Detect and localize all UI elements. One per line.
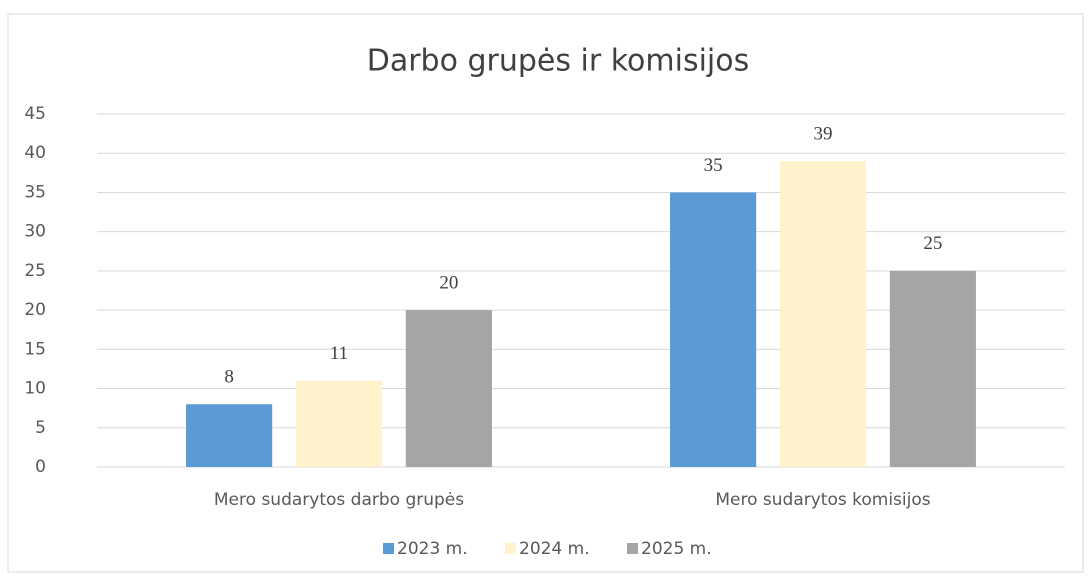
y-tick-label: 0 <box>35 457 46 477</box>
bar <box>779 161 867 468</box>
y-tick-label: 45 <box>24 104 46 124</box>
data-label: 39 <box>814 123 833 144</box>
legend-label: 2024 m. <box>519 539 590 559</box>
legend-label: 2023 m. <box>397 539 468 559</box>
data-label: 11 <box>330 343 348 364</box>
x-tick-label: Mero sudarytos darbo grupės <box>214 490 464 510</box>
legend-label: 2025 m. <box>641 539 712 559</box>
data-label: 35 <box>704 155 723 176</box>
y-tick-label: 30 <box>24 222 46 242</box>
x-tick-label: Mero sudarytos komisijos <box>715 490 930 510</box>
y-tick-label: 15 <box>24 339 46 359</box>
bar <box>186 404 273 467</box>
y-tick-label: 35 <box>24 182 46 202</box>
y-tick-label: 5 <box>35 418 46 438</box>
data-label: 25 <box>923 233 942 254</box>
chart-title: Darbo grupės ir komisijos <box>367 44 750 79</box>
bar <box>670 192 757 467</box>
legend-swatch <box>505 543 516 554</box>
legend-swatch <box>627 543 638 554</box>
bar <box>889 270 976 467</box>
y-tick-label: 10 <box>24 379 46 399</box>
y-tick-label: 20 <box>24 300 46 320</box>
y-tick-label: 25 <box>24 261 46 281</box>
bar <box>405 310 492 467</box>
bar <box>295 380 383 467</box>
legend-swatch <box>383 543 394 554</box>
data-label: 20 <box>439 272 458 293</box>
data-label: 8 <box>224 367 234 388</box>
y-tick-label: 40 <box>24 143 46 163</box>
